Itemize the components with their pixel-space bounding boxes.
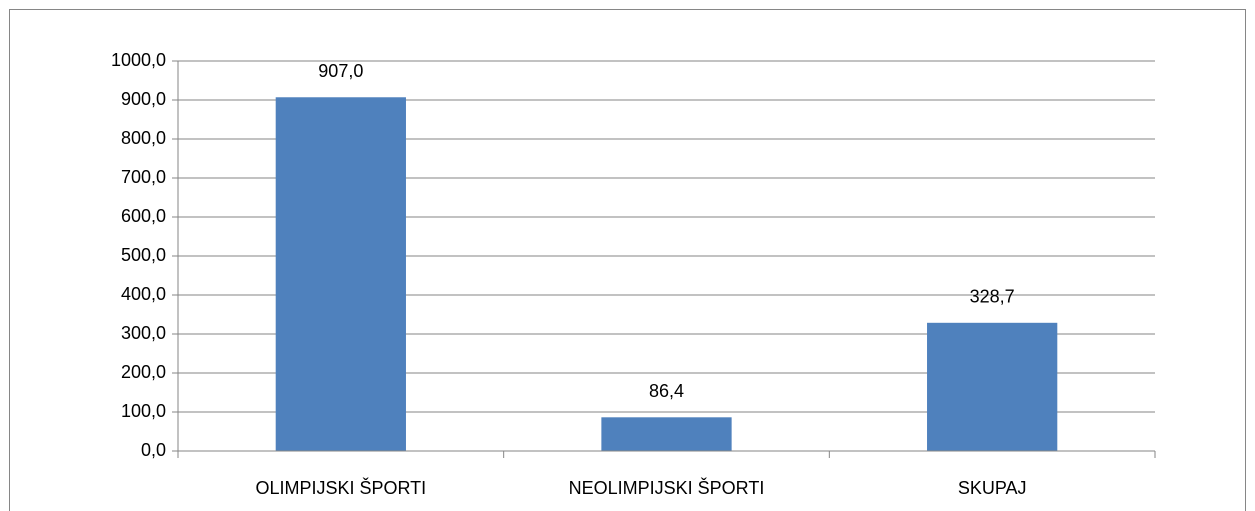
x-tick-label: OLIMPIJSKI ŠPORTI	[255, 477, 426, 498]
data-label: 328,7	[970, 287, 1015, 307]
x-tick-label: NEOLIMPIJSKI ŠPORTI	[569, 477, 765, 498]
y-tick-label: 500,0	[121, 245, 166, 265]
y-tick-label: 1000,0	[111, 50, 166, 70]
y-tick-label: 300,0	[121, 323, 166, 343]
y-tick-label: 700,0	[121, 167, 166, 187]
data-label: 907,0	[318, 61, 363, 81]
y-tick-label: 800,0	[121, 128, 166, 148]
y-tick-label: 200,0	[121, 362, 166, 382]
bar	[275, 97, 406, 452]
data-label: 86,4	[649, 381, 684, 401]
x-tick-label: SKUPAJ	[958, 478, 1027, 498]
y-tick-label: 0,0	[141, 440, 166, 460]
y-tick-label: 600,0	[121, 206, 166, 226]
y-tick-label: 900,0	[121, 89, 166, 109]
y-tick-label: 400,0	[121, 284, 166, 304]
bar	[927, 322, 1058, 451]
y-tick-label: 100,0	[121, 401, 166, 421]
bar	[601, 417, 732, 451]
